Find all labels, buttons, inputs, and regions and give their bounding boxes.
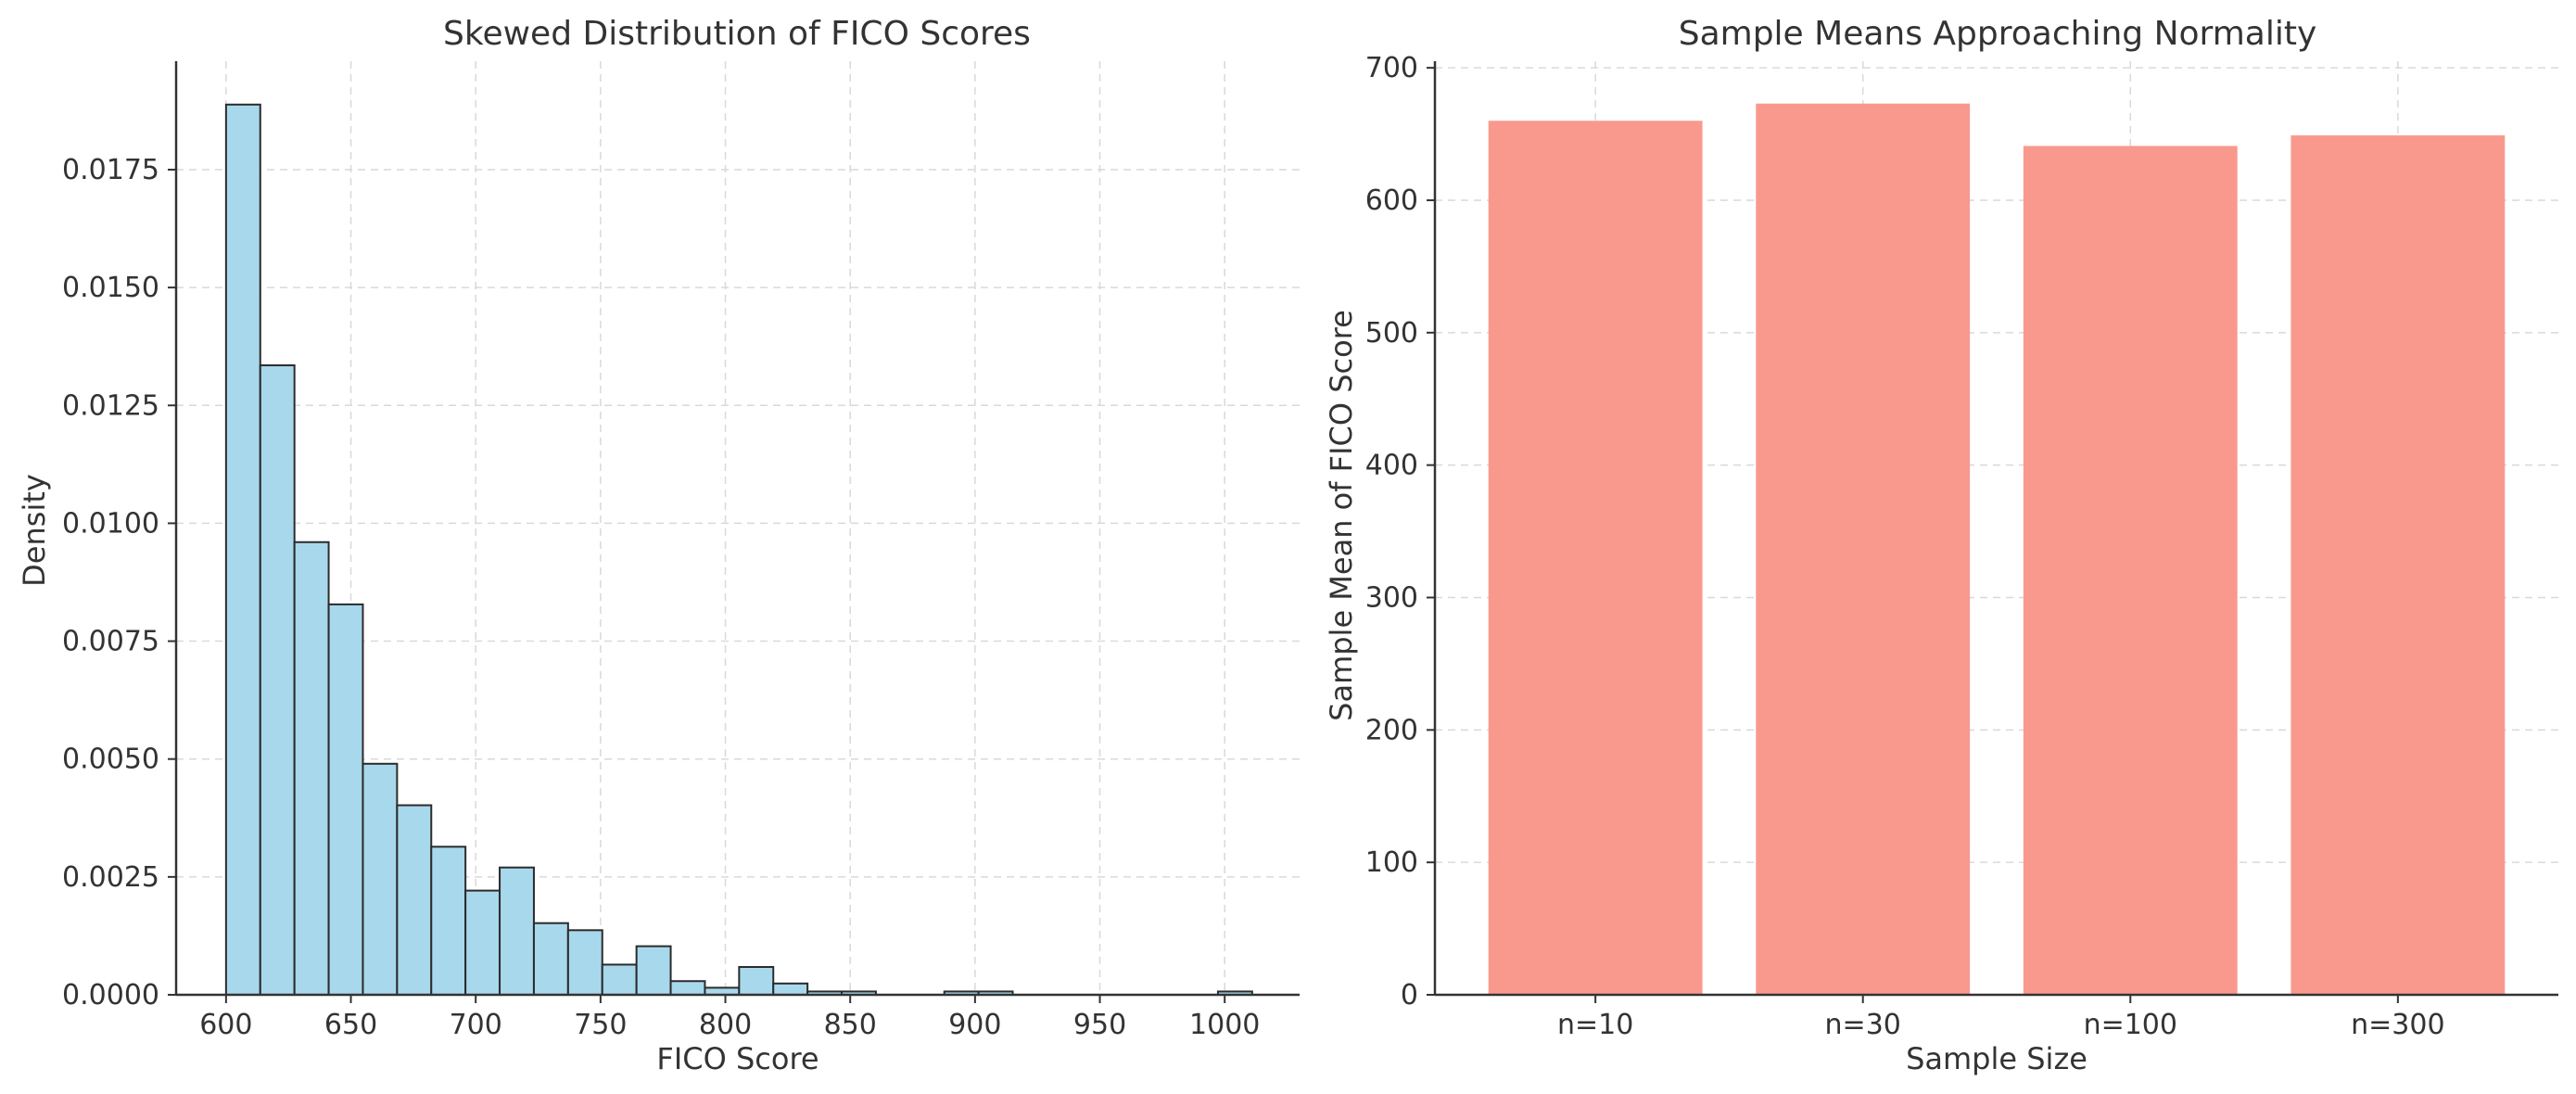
bar-chart-x-ticks: n=10 n=30 n=100 n=300 [1557,995,2445,1041]
histogram-bar [772,982,809,997]
bar-chart-y-ticks: 0 100 200 300 400 500 600 700 [1365,52,1435,1011]
histogram-y-tick-label: 0.0150 [62,272,159,304]
histogram-bar [669,980,706,996]
histogram-chart: Skewed Distribution of FICO Scores 600 65… [17,15,1300,1076]
histogram-bar [430,846,467,996]
bar-chart-bar [1488,121,1703,995]
bar-chart-title: Sample Means Approaching Normality [1679,15,2317,53]
bar-chart-x-tick-label: n=10 [1557,1009,1633,1041]
histogram-bar [601,963,638,997]
histogram-y-tick-label: 0.0075 [62,626,159,658]
bar-chart-y-tick-label: 700 [1365,52,1418,84]
bar-chart-bars [1488,103,2506,996]
histogram-bar [259,364,296,996]
bar-chart-y-tick-label: 100 [1365,846,1418,879]
bar-chart-bar [1756,103,1971,995]
histogram-y-tick-label: 0.0000 [62,979,159,1011]
histogram-x-tick-label: 1000 [1189,1009,1260,1041]
bar-chart-x-axis-label: Sample Size [1906,1041,2087,1076]
histogram-x-tick-label: 600 [199,1009,252,1041]
histogram-y-axis-label: Density [17,474,52,587]
bar-chart-y-tick-label: 500 [1365,317,1418,350]
bar-chart-y-tick-label: 300 [1365,581,1418,614]
histogram-y-ticks: 0.0000 0.0025 0.0050 0.0075 0.0100 0.0125 0.01… [62,154,176,1011]
histogram-bar [499,866,535,996]
histogram-x-ticks: 600 650 700 750 800 850 900 950 1000 [199,995,1260,1041]
bar-chart-x-tick-label: n=30 [1825,1009,1901,1041]
histogram-bar [738,965,775,996]
histogram-y-tick-label: 0.0050 [62,744,159,776]
histogram-bar [464,889,501,997]
histogram-bars [224,103,1253,997]
histogram-x-tick-label: 800 [699,1009,752,1041]
bar-chart-y-axis-label: Sample Mean of FICO Score [1324,310,1359,721]
bar-chart-bar [2290,134,2506,995]
histogram-x-tick-label: 850 [824,1009,877,1041]
bar-chart-y-tick-label: 0 [1401,979,1418,1011]
histogram-title: Skewed Distribution of FICO Scores [443,15,1031,53]
histogram-x-tick-label: 700 [450,1009,502,1041]
histogram-bar [224,103,261,996]
histogram-x-tick-label: 950 [1073,1009,1126,1041]
histogram-bar [396,804,433,996]
histogram-bar [293,541,330,996]
histogram-x-tick-label: 900 [948,1009,1001,1041]
histogram-bar [532,922,569,996]
histogram-x-tick-label: 750 [574,1009,627,1041]
histogram-bar [566,929,603,996]
bar-chart-y-tick-label: 600 [1365,184,1418,217]
bar-chart-y-tick-label: 400 [1365,450,1418,482]
histogram-y-tick-label: 0.0125 [62,389,159,422]
bar-chart-x-tick-label: n=100 [2084,1009,2177,1041]
histogram-bar [362,762,399,996]
histogram-y-tick-label: 0.0175 [62,154,159,186]
bar-chart-x-tick-label: n=300 [2351,1009,2444,1041]
histogram-y-tick-label: 0.0100 [62,507,159,540]
histogram-bar [327,603,364,997]
histogram-x-axis-label: FICO Score [656,1041,818,1076]
bar-chart-y-tick-label: 200 [1365,714,1418,746]
histogram-bar [635,945,672,997]
histogram-y-tick-label: 0.0025 [62,861,159,894]
histogram-x-tick-label: 650 [324,1009,377,1041]
bar-chart: Sample Means Approaching Normality n=10 n… [1324,15,2558,1076]
bar-chart-bar [2023,146,2238,996]
